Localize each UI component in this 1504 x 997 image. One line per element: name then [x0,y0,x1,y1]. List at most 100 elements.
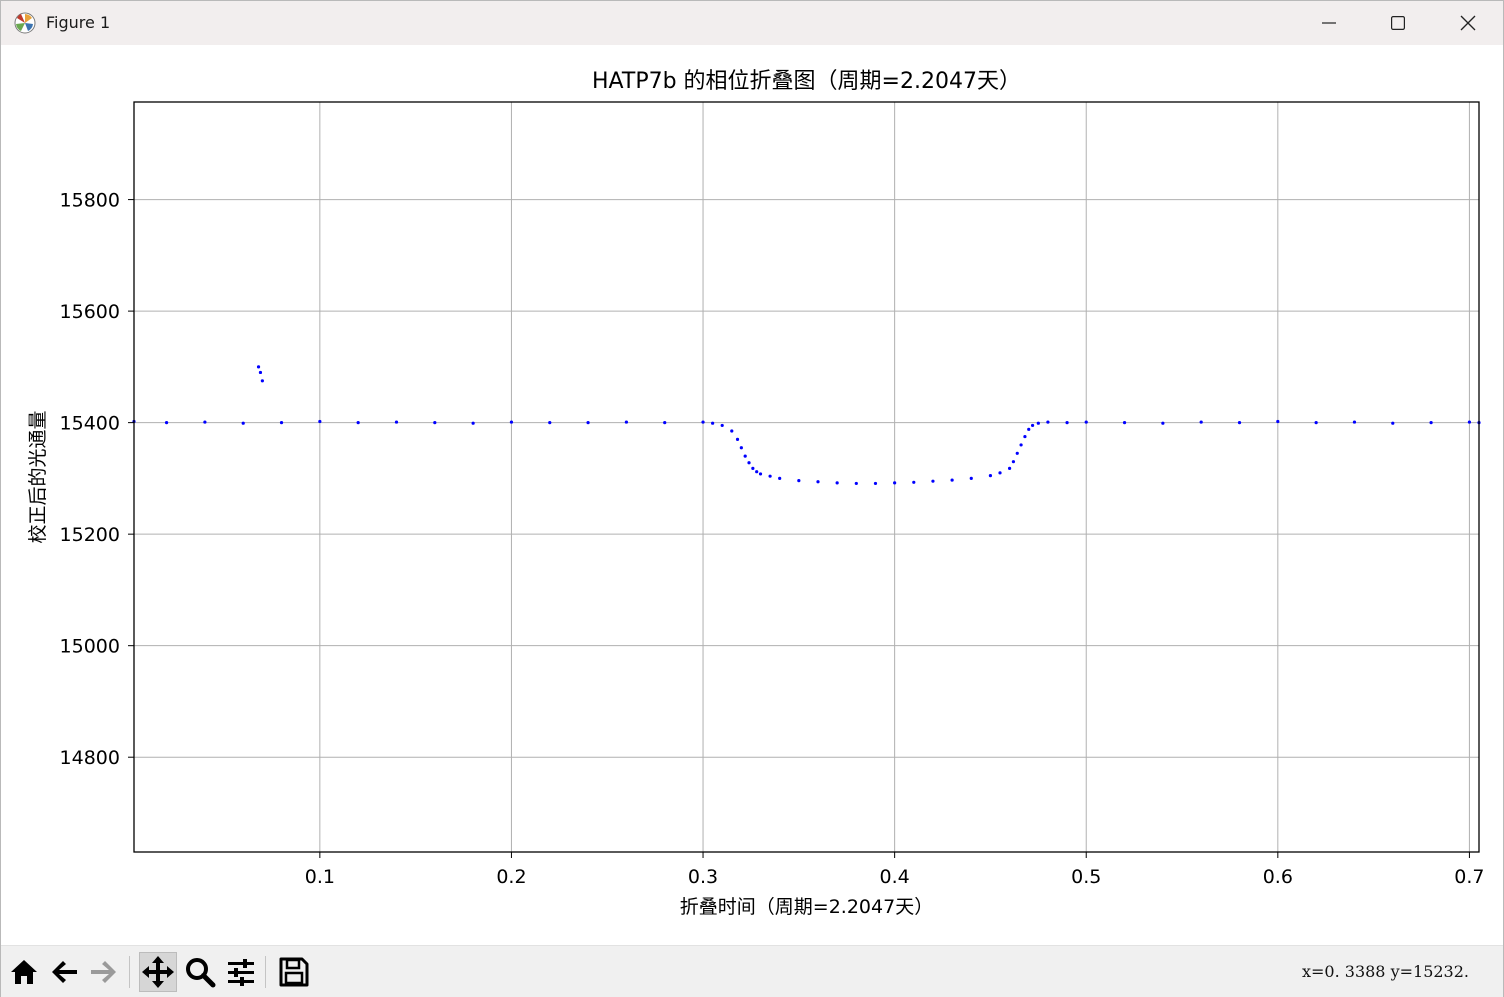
title-bar[interactable]: Figure 1 [1,1,1503,45]
y-tick-label: 15200 [60,524,120,546]
data-point [969,476,973,480]
data-point [854,481,858,486]
data-point [758,472,763,476]
data-point [720,423,724,428]
data-point [950,478,954,482]
minimize-icon [1322,22,1336,24]
data-point [735,437,740,441]
y-tick-label: 14800 [60,747,120,769]
data-point [1352,420,1357,424]
data-points [132,365,1481,486]
zoom-button[interactable] [181,952,219,992]
data-point [394,420,399,424]
data-point [739,446,743,450]
data-point [778,476,782,480]
data-point [1084,420,1088,424]
data-point [624,420,629,424]
data-point [768,474,772,478]
data-point [1019,443,1023,447]
chart-title: HATP7b 的相位折叠图（周期=2.2047天） [592,69,1021,94]
data-point [548,421,552,425]
data-point [893,481,897,485]
data-point [1429,421,1433,425]
data-point [747,461,751,465]
data-point [433,421,437,425]
window-title: Figure 1 [46,13,111,32]
data-point [1036,421,1040,425]
x-tick-label: 0.1 [305,866,335,888]
data-point [835,481,839,485]
data-point [1065,421,1069,425]
y-axis-label: 校正后的光通量 [27,410,49,543]
y-tick-label: 15400 [60,413,120,435]
home-button[interactable] [5,952,43,992]
data-point [873,481,878,486]
grid-lines [134,102,1479,852]
data-point [164,421,169,425]
x-axis-label: 折叠时间（周期=2.2047天） [680,896,933,918]
x-tick-label: 0.4 [880,866,910,888]
data-point [1027,427,1031,431]
data-point [1030,423,1035,428]
forward-button[interactable] [85,952,123,992]
pan-button[interactable] [139,952,177,992]
axes-frame [133,101,1480,853]
outlier-point [258,370,263,375]
x-tick-label: 0.2 [496,866,526,888]
data-point [586,421,590,425]
matplotlib-logo-icon [13,11,37,35]
toolbar-separator [265,956,266,988]
data-point [1391,421,1395,425]
data-point [1161,421,1165,425]
data-point [730,429,734,433]
back-button[interactable] [45,952,83,992]
data-point [912,480,916,484]
outlier-point [256,365,261,369]
data-point [1467,420,1472,424]
x-tick-label: 0.3 [688,866,718,888]
home-icon [11,960,37,984]
maximize-icon [1391,16,1405,30]
data-point [509,420,514,424]
figure-canvas[interactable]: 0.1 0.2 0.3 0.4 0.5 0.6 0.7 14800 15000 15200 1540… [1,45,1503,945]
data-point [203,420,207,424]
y-tick-label: 15600 [60,301,120,323]
minimize-button[interactable] [1294,1,1364,45]
data-point [701,420,705,424]
data-point [711,421,715,425]
x-tick-label: 0.5 [1071,866,1101,888]
sliders-icon [228,959,254,986]
magnifier-icon [186,958,216,988]
floppy-disk-icon [279,957,309,987]
navigation-toolbar: x=0. 3388 y=15232. [1,945,1503,997]
maximize-button[interactable] [1363,1,1433,45]
ticks: 0.1 0.2 0.3 0.4 0.5 0.6 0.7 14800 15000 15200 1540… [60,190,1485,888]
y-tick-label: 15800 [60,190,120,212]
move-icon [142,956,174,988]
data-point [931,479,935,483]
chart-svg[interactable]: 0.1 0.2 0.3 0.4 0.5 0.6 0.7 14800 15000 15200 1540… [1,45,1503,945]
data-point [318,419,322,424]
data-point [1314,421,1318,425]
data-point [1276,419,1280,424]
toolbar-separator [129,956,130,988]
data-point [797,479,801,483]
data-point [1237,421,1242,425]
data-point [1007,466,1012,470]
outlier-point [260,379,264,383]
close-icon [1460,15,1476,31]
data-point [471,421,475,425]
close-button[interactable] [1433,1,1503,45]
configure-subplots-button[interactable] [222,952,260,992]
x-tick-label: 0.6 [1263,866,1293,888]
data-point [743,454,747,458]
data-point [998,471,1002,475]
data-point [816,480,820,484]
arrow-left-icon [52,961,77,983]
data-point [663,421,667,425]
data-point [755,470,759,474]
save-button[interactable] [275,952,313,992]
data-point [1023,434,1027,439]
x-tick-label: 0.7 [1454,866,1484,888]
